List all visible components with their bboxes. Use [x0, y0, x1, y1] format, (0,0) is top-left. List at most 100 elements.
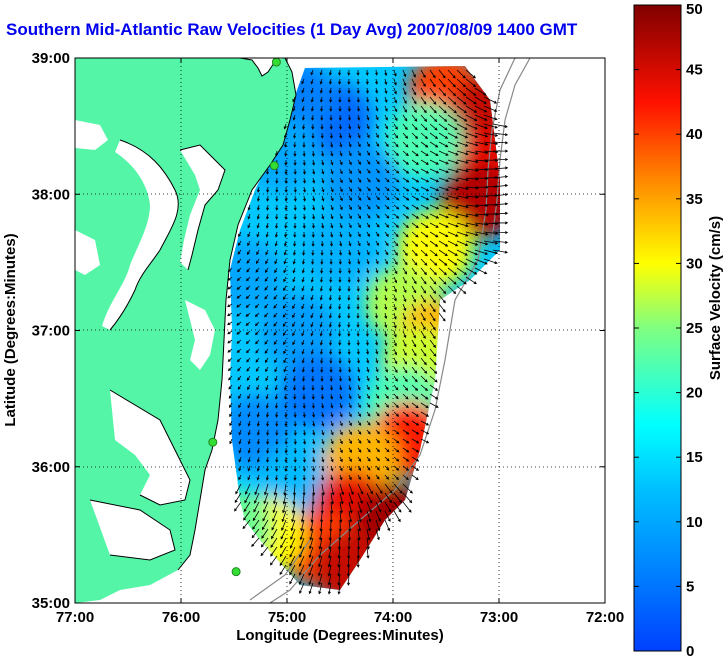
velocity-arrow [474, 132, 489, 138]
velocity-arrow [411, 339, 417, 348]
velocity-arrow [311, 159, 316, 166]
velocity-arrow [292, 330, 296, 337]
velocity-arrow [339, 150, 343, 157]
velocity-arrow [402, 420, 410, 426]
velocity-arrow [337, 573, 341, 586]
velocity-arrow [338, 330, 342, 337]
velocity-arrow [438, 105, 447, 114]
velocity-arrow [384, 429, 390, 435]
station-markers [208, 58, 281, 577]
velocity-arrow [311, 240, 315, 247]
velocity-arrow [456, 213, 469, 218]
velocity-arrow [429, 195, 440, 201]
velocity-arrow [348, 447, 352, 454]
velocity-arrow [266, 186, 270, 193]
velocity-arrow [402, 357, 407, 365]
velocity-arrow [420, 168, 430, 174]
velocity-arrow [320, 393, 324, 400]
velocity-arrow [227, 312, 233, 317]
velocity-arrow [456, 177, 470, 182]
velocity-arrow [302, 231, 306, 238]
velocity-arrow [321, 150, 325, 157]
velocity-arrow [384, 258, 388, 265]
velocity-arrow [312, 186, 316, 193]
velocity-arrow [236, 321, 242, 326]
velocity-arrow [284, 393, 288, 400]
velocity-arrow [265, 384, 269, 391]
velocity-arrow [492, 240, 509, 244]
velocity-arrow [411, 474, 419, 481]
velocity-arrow [292, 339, 296, 346]
velocity-arrow [402, 294, 407, 303]
speed-cell [280, 353, 357, 430]
velocity-arrow [357, 447, 362, 453]
velocity-arrow [348, 465, 352, 472]
velocity-arrow [284, 474, 288, 481]
velocity-arrow [328, 294, 333, 301]
velocity-arrow [339, 168, 343, 175]
velocity-arrow [438, 177, 450, 182]
velocity-arrow [438, 141, 449, 148]
velocity-arrow [438, 78, 446, 88]
velocity-arrow [292, 348, 296, 355]
velocity-arrow [447, 141, 459, 147]
y-tick-label: 36:00 [32, 459, 70, 476]
velocity-arrow [420, 150, 429, 157]
velocity-arrow [411, 357, 417, 365]
velocity-arrow [420, 213, 430, 219]
velocity-arrow [327, 546, 332, 559]
velocity-arrow [256, 204, 260, 211]
velocity-arrow [310, 96, 314, 103]
velocity-arrow [298, 555, 305, 567]
velocity-arrow [247, 213, 251, 220]
velocity-arrow [347, 321, 351, 328]
velocity-arrow [420, 195, 430, 201]
velocity-arrow [283, 375, 287, 382]
velocity-arrow [311, 231, 315, 238]
velocity-arrow [411, 195, 420, 201]
velocity-arrow [329, 357, 333, 364]
velocity-arrow [265, 222, 269, 229]
velocity-arrow [264, 312, 269, 318]
velocity-arrow [465, 213, 479, 218]
velocity-arrow [256, 393, 260, 400]
velocity-arrow [429, 402, 439, 408]
velocity-arrow [301, 294, 305, 301]
velocity-arrow [279, 555, 287, 567]
velocity-arrow [429, 348, 437, 357]
velocity-arrow [280, 537, 287, 549]
velocity-arrow [465, 114, 478, 122]
velocity-arrow [384, 78, 388, 86]
velocity-arrow [338, 321, 342, 328]
velocity-arrow [338, 249, 343, 256]
velocity-arrow [302, 438, 307, 445]
velocity-arrow [311, 402, 315, 409]
velocity-arrow [308, 546, 314, 559]
velocity-arrow [310, 294, 314, 301]
velocity-arrow [284, 429, 288, 436]
velocity-arrow [337, 582, 341, 595]
velocity-arrow [374, 303, 378, 310]
velocity-arrow [292, 357, 296, 364]
velocity-arrow [411, 96, 417, 105]
velocity-arrow [402, 114, 408, 122]
velocity-arrow [402, 168, 410, 174]
velocity-arrow [429, 231, 439, 238]
velocity-arrow [384, 69, 388, 77]
velocity-arrow [289, 564, 296, 576]
velocity-arrow [302, 402, 306, 409]
velocity-arrow [365, 339, 369, 346]
velocity-arrow [438, 258, 448, 266]
velocity-arrow [310, 267, 315, 274]
velocity-arrow [293, 159, 297, 166]
velocity-arrow [293, 456, 297, 463]
velocity-arrow [375, 519, 381, 532]
velocity-arrow [300, 510, 305, 523]
velocity-arrow [338, 357, 342, 364]
velocity-arrow [247, 456, 251, 463]
velocity-arrow [375, 456, 380, 462]
velocity-arrow [227, 267, 233, 272]
velocity-arrow [311, 474, 315, 481]
velocity-arrow [328, 78, 333, 85]
velocity-arrow [375, 123, 379, 130]
